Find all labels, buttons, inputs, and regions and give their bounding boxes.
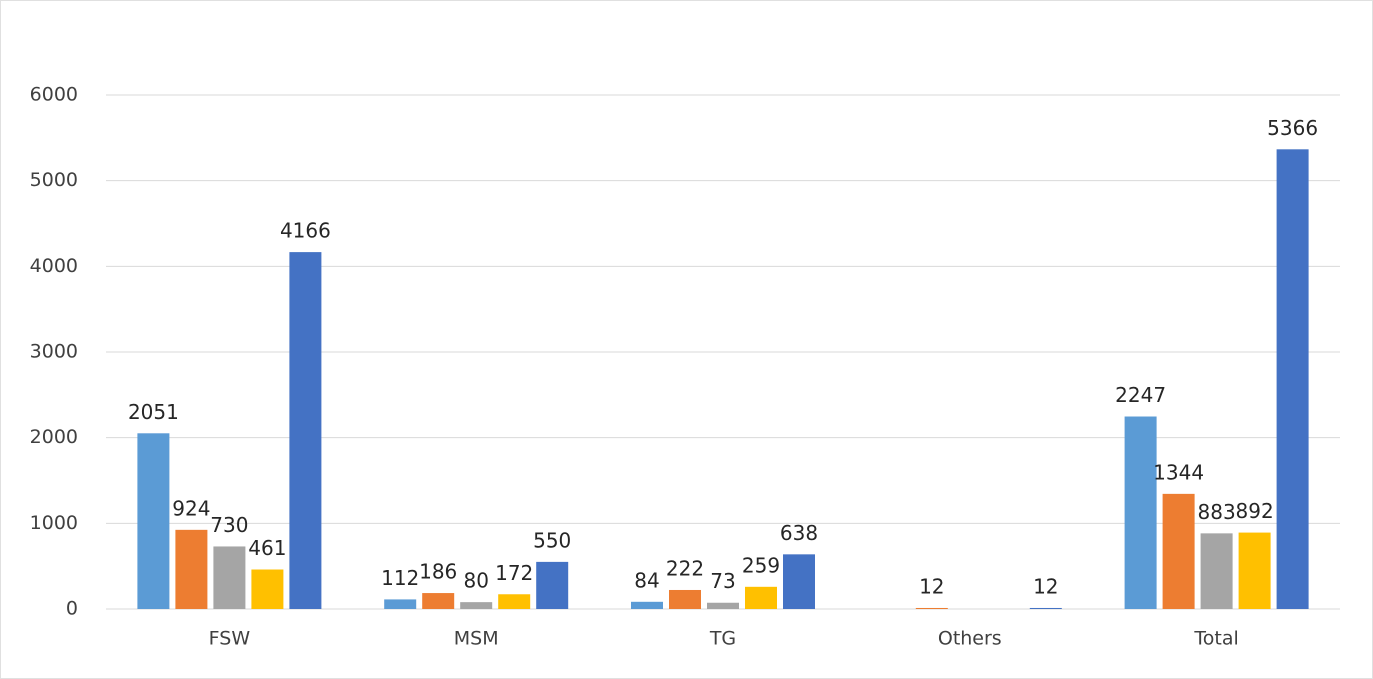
data-label: 730 (210, 513, 248, 537)
bar (175, 529, 208, 609)
bar (1200, 533, 1233, 609)
data-label: 2247 (1115, 383, 1166, 407)
bar (1238, 532, 1271, 609)
data-label: 112 (381, 566, 419, 590)
bar (289, 252, 322, 609)
x-tick-label: Total (1193, 628, 1238, 650)
data-label: 84 (634, 568, 659, 592)
bar (745, 586, 777, 609)
y-tick-label: 5000 (30, 169, 78, 191)
bar (1162, 493, 1195, 609)
y-tick-label: 0 (66, 598, 78, 620)
y-tick-label: 3000 (30, 341, 78, 363)
y-tick-label: 4000 (30, 255, 78, 277)
data-label: 2051 (128, 400, 179, 424)
bar (213, 546, 246, 609)
data-label: 172 (495, 561, 533, 585)
data-label: 638 (780, 521, 818, 545)
data-label: 259 (742, 553, 780, 577)
data-label: 12 (1033, 574, 1058, 598)
bar (251, 569, 284, 609)
bar (915, 607, 948, 609)
data-label: 12 (919, 574, 944, 598)
x-tick-label: FSW (209, 628, 251, 650)
bar (631, 601, 663, 609)
y-tick-label: 6000 (30, 84, 78, 106)
bar (669, 589, 701, 609)
bar (384, 599, 417, 609)
data-label: 461 (248, 536, 286, 560)
bar (1029, 607, 1062, 609)
data-label: 4166 (280, 219, 331, 243)
data-label: 1344 (1153, 460, 1204, 484)
bar (1276, 149, 1309, 609)
data-label: 883 (1198, 500, 1236, 524)
data-label: 186 (419, 560, 457, 584)
data-label: 924 (172, 496, 210, 520)
bar (498, 594, 531, 609)
bar (137, 433, 170, 609)
bar (422, 593, 455, 609)
data-label: 5366 (1267, 116, 1318, 140)
bar (707, 602, 739, 609)
y-tick-label: 1000 (30, 512, 78, 534)
bar (783, 554, 815, 609)
data-label: 550 (533, 528, 571, 552)
data-label: 80 (463, 569, 488, 593)
data-label: 892 (1236, 499, 1274, 523)
data-label: 222 (666, 556, 704, 580)
x-tick-label: MSM (454, 628, 499, 650)
x-tick-label: TG (709, 628, 736, 650)
bar (460, 602, 493, 609)
y-tick-label: 2000 (30, 426, 78, 448)
bar (536, 561, 569, 609)
bar (1124, 416, 1157, 609)
x-tick-label: Others (938, 628, 1002, 650)
data-label: 73 (710, 569, 735, 593)
